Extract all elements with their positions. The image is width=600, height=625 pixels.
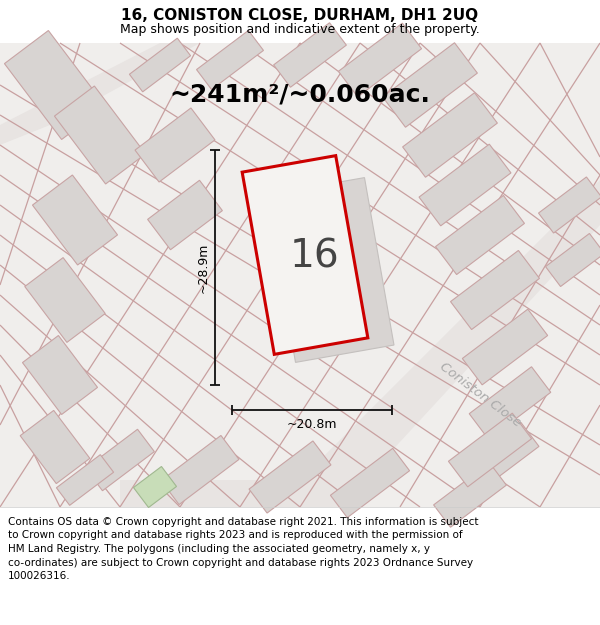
Polygon shape: [197, 31, 263, 89]
Polygon shape: [451, 251, 539, 329]
Polygon shape: [463, 309, 548, 385]
Text: co-ordinates) are subject to Crown copyright and database rights 2023 Ordnance S: co-ordinates) are subject to Crown copyr…: [8, 558, 473, 568]
Text: Contains OS data © Crown copyright and database right 2021. This information is : Contains OS data © Crown copyright and d…: [8, 517, 479, 527]
Polygon shape: [32, 175, 118, 265]
Polygon shape: [130, 38, 191, 92]
Polygon shape: [161, 436, 239, 504]
Polygon shape: [135, 108, 215, 182]
Text: 16, CONISTON CLOSE, DURHAM, DH1 2UQ: 16, CONISTON CLOSE, DURHAM, DH1 2UQ: [121, 8, 479, 22]
Polygon shape: [56, 454, 113, 506]
Polygon shape: [55, 86, 146, 184]
Polygon shape: [86, 429, 154, 491]
Polygon shape: [461, 422, 539, 491]
Polygon shape: [22, 336, 98, 414]
Text: Map shows position and indicative extent of the property.: Map shows position and indicative extent…: [120, 22, 480, 36]
Polygon shape: [274, 22, 346, 88]
Bar: [0, 43, 600, 507]
Polygon shape: [338, 23, 422, 97]
Text: Coniston Close: Coniston Close: [437, 360, 523, 430]
Polygon shape: [20, 411, 90, 484]
Polygon shape: [4, 31, 106, 139]
Polygon shape: [134, 466, 176, 508]
Polygon shape: [403, 92, 497, 178]
Polygon shape: [448, 413, 532, 487]
Polygon shape: [383, 42, 478, 127]
Polygon shape: [436, 196, 524, 274]
Polygon shape: [242, 156, 368, 354]
Text: ~20.8m: ~20.8m: [287, 418, 337, 431]
Polygon shape: [120, 180, 600, 507]
Text: to Crown copyright and database rights 2023 and is reproduced with the permissio: to Crown copyright and database rights 2…: [8, 531, 463, 541]
Text: ~28.9m: ~28.9m: [197, 242, 209, 292]
Text: 100026316.: 100026316.: [8, 571, 71, 581]
Polygon shape: [249, 441, 331, 513]
Polygon shape: [148, 180, 223, 250]
Text: HM Land Registry. The polygons (including the associated geometry, namely x, y: HM Land Registry. The polygons (includin…: [8, 544, 430, 554]
Polygon shape: [25, 258, 105, 343]
Polygon shape: [469, 367, 551, 439]
Polygon shape: [266, 177, 394, 362]
Text: ~241m²/~0.060ac.: ~241m²/~0.060ac.: [170, 83, 430, 107]
Polygon shape: [419, 144, 511, 226]
Polygon shape: [545, 234, 600, 286]
Polygon shape: [434, 462, 506, 528]
Polygon shape: [0, 43, 200, 165]
Polygon shape: [331, 448, 410, 518]
Polygon shape: [539, 177, 600, 233]
Text: 16: 16: [290, 238, 340, 276]
